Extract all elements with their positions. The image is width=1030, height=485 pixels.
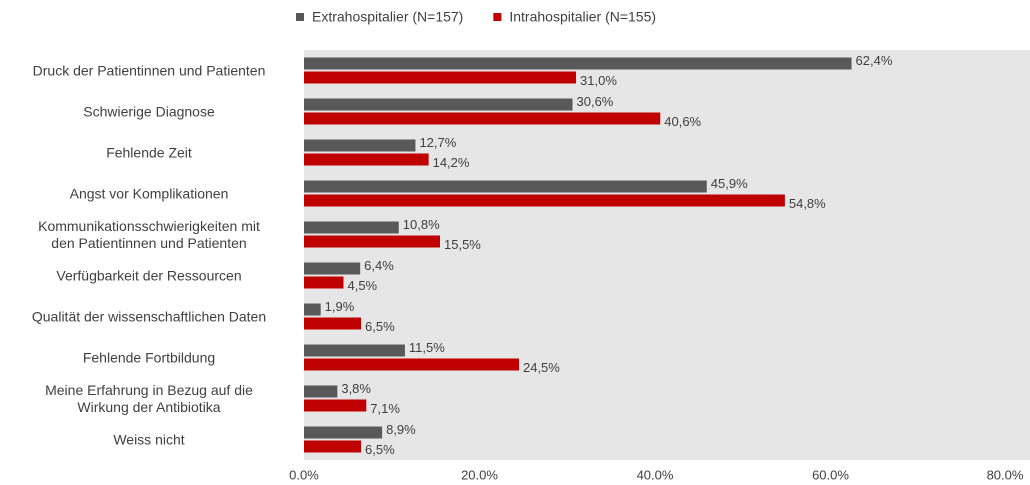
- bar: [304, 180, 707, 193]
- bar: [304, 344, 405, 357]
- x-tick-label: 20.0%: [461, 467, 498, 482]
- bar: [304, 317, 362, 330]
- legend-swatch: [296, 13, 304, 21]
- bar: [304, 276, 344, 289]
- bar: [304, 71, 577, 84]
- bar: [304, 440, 362, 453]
- x-tick-label: 0.0%: [289, 467, 319, 482]
- value-label: 11,5%: [409, 340, 445, 355]
- bar: [304, 57, 852, 70]
- value-label: 40,6%: [664, 114, 701, 129]
- category-label: Fehlende Fortbildung: [82, 349, 216, 365]
- value-label: 7,1%: [370, 401, 400, 416]
- category-label: Schwierige Diagnose: [83, 103, 215, 119]
- category-label: Verfügbarkeit der Ressourcen: [56, 267, 242, 283]
- plot-background: [304, 50, 1030, 460]
- bar: [304, 426, 383, 439]
- bar: [304, 98, 573, 111]
- bar: [304, 194, 785, 207]
- value-label: 4,5%: [347, 278, 377, 293]
- x-tick-label: 40.0%: [637, 467, 674, 482]
- value-label: 3,8%: [341, 381, 371, 396]
- value-label: 54,8%: [789, 196, 826, 211]
- bar: [304, 262, 361, 275]
- value-label: 24,5%: [523, 360, 560, 375]
- bar: [304, 139, 416, 152]
- value-label: 10,8%: [403, 217, 440, 232]
- bar: [304, 112, 661, 125]
- value-label: 31,0%: [580, 73, 617, 88]
- legend-label: Extrahospitalier (N=157): [312, 9, 463, 25]
- value-label: 45,9%: [711, 176, 748, 191]
- x-tick-label: 60.0%: [812, 467, 849, 482]
- bar: [304, 303, 321, 316]
- category-label: Druck der Patientinnen und Patienten: [32, 62, 266, 78]
- x-tick-label: 80.0%: [987, 467, 1024, 482]
- legend-label: Intrahospitalier (N=155): [509, 9, 656, 25]
- value-label: 14,2%: [433, 155, 470, 170]
- bar: [304, 385, 338, 398]
- bar: [304, 153, 429, 166]
- value-label: 1,9%: [325, 299, 355, 314]
- bar: [304, 399, 367, 412]
- category-label: Weiss nicht: [113, 431, 185, 447]
- bar: [304, 235, 441, 248]
- category-label: Angst vor Komplikationen: [69, 185, 229, 201]
- value-label: 6,5%: [365, 319, 395, 334]
- value-label: 6,4%: [364, 258, 394, 273]
- value-label: 15,5%: [444, 237, 481, 252]
- legend-swatch: [493, 13, 502, 21]
- bar: [304, 358, 519, 371]
- value-label: 8,9%: [386, 422, 416, 437]
- value-label: 6,5%: [365, 442, 395, 457]
- value-label: 30,6%: [577, 94, 614, 109]
- category-label: Kommunikationsschwierigkeiten mit den Pa…: [38, 217, 260, 251]
- value-label: 62,4%: [856, 53, 893, 68]
- category-label: Qualität der wissenschaftlichen Daten: [31, 308, 267, 324]
- bar: [304, 221, 399, 234]
- value-label: 12,7%: [419, 135, 456, 150]
- category-label: Fehlende Zeit: [106, 144, 192, 160]
- category-label: Meine Erfahrung in Bezug auf die Wirkung…: [45, 381, 253, 415]
